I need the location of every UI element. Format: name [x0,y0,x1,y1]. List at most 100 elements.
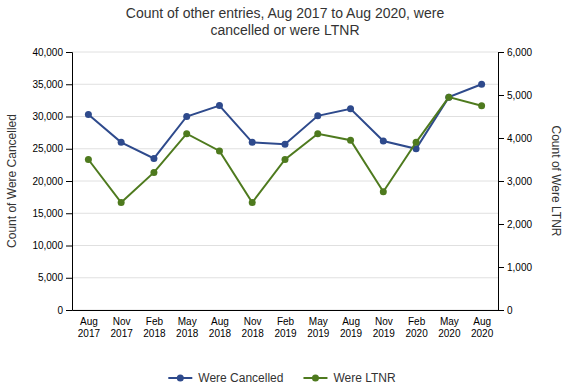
plot: 05,00010,00015,00020,00025,00030,00035,0… [32,47,532,339]
tick: 0 [498,305,513,316]
tick: 40,000 [32,47,72,58]
grid [72,52,498,310]
legend-item: Were Cancelled [168,371,283,385]
tick-mark [66,52,72,53]
tick-label-line: May [178,316,197,327]
tick-label-line: 2019 [340,328,363,339]
tick-mark [498,52,504,53]
tick-label-line: 2017 [111,328,134,339]
point [85,111,92,118]
tick-label: 3,000 [507,176,532,187]
tick: 15,000 [32,208,72,219]
tick-label: May2020 [438,316,461,339]
point [478,81,485,88]
tick-mark [498,310,504,311]
line [88,97,481,202]
point [314,112,321,119]
legend-label: Were LTNR [333,371,396,385]
point [118,199,125,206]
point [183,113,190,120]
point [445,94,452,101]
y-axis-label: Count of Were Cancelled [5,114,19,248]
series-group [85,81,485,206]
tick-label: 10,000 [32,240,63,251]
tick-mark [66,213,72,214]
tick-mark [498,224,504,225]
tick: 6,000 [498,47,532,58]
axis-line [73,310,499,311]
x-axis: Aug2017Nov2017Feb2018May2018Aug2018Nov20… [73,311,499,339]
tick-mark [498,181,504,182]
tick-label: Nov2019 [373,316,396,339]
tick-label: May2018 [176,316,199,339]
tick: Aug2018 [209,316,232,339]
tick-label-line: Aug [473,316,491,327]
point [380,188,387,195]
point [183,130,190,137]
tick-label-line: 2020 [471,328,494,339]
tick-label: 30,000 [32,111,63,122]
tick-label: 5,000 [507,90,532,101]
tick: 3,000 [498,176,532,187]
tick-label: 1,000 [507,262,532,273]
tick-label-line: Aug [342,316,360,327]
tick: Nov2018 [242,316,265,339]
tick-label: 2,000 [507,219,532,230]
tick-label: 15,000 [32,208,63,219]
title-line: cancelled or were LTNR [210,22,359,38]
tick-label: 6,000 [507,47,532,58]
chart: 05,00010,00015,00020,00025,00030,00035,0… [0,0,564,390]
tick-label: Feb2018 [143,316,166,339]
legend-marker [177,375,184,382]
tick: 0 [57,305,72,316]
tick: 20,000 [32,176,72,187]
tick-label: Feb2019 [274,316,297,339]
tick-mark [66,246,72,247]
tick-label-line: Nov [375,316,393,327]
tick-label: Nov2017 [111,316,134,339]
tick-label-line: 2019 [274,328,297,339]
tick-label-line: Aug [80,316,98,327]
tick-mark [66,278,72,279]
tick-label: 0 [57,305,63,316]
legend: Were Cancelled Were LTNR [168,371,396,385]
tick-label-line: Nov [244,316,262,327]
axis-line [499,53,505,311]
grid-line [72,310,498,311]
tick-label-line: Feb [408,316,426,327]
tick: 5,000 [38,272,72,283]
legend-item: Were LTNR [303,371,396,385]
tick-label-line: Feb [146,316,164,327]
point [216,102,223,109]
tick-label-line: Aug [211,316,229,327]
tick-label: Aug2019 [340,316,363,339]
tick: 35,000 [32,79,72,90]
tick: Nov2017 [111,316,134,339]
tick: Aug2020 [471,316,494,339]
point [216,147,223,154]
point [478,102,485,109]
series [85,94,485,206]
tick-mark [498,95,504,96]
grid-line [72,84,498,85]
tick-label: 5,000 [38,272,63,283]
tick-label-line: 2019 [373,328,396,339]
grid-line [72,52,498,53]
line [88,84,481,158]
point [445,94,452,101]
point [249,139,256,146]
series [85,81,485,162]
grid-line [72,277,498,278]
tick-mark [66,310,72,311]
legend-marker [312,375,319,382]
axis-line [66,53,73,311]
grid-line [72,181,498,182]
tick-label: 0 [507,305,513,316]
tick-mark [498,138,504,139]
point [85,156,92,163]
point [249,199,256,206]
tick: Feb2018 [143,316,166,339]
tick: 2,000 [498,219,532,230]
tick-label-line: 2018 [209,328,232,339]
point [118,139,125,146]
